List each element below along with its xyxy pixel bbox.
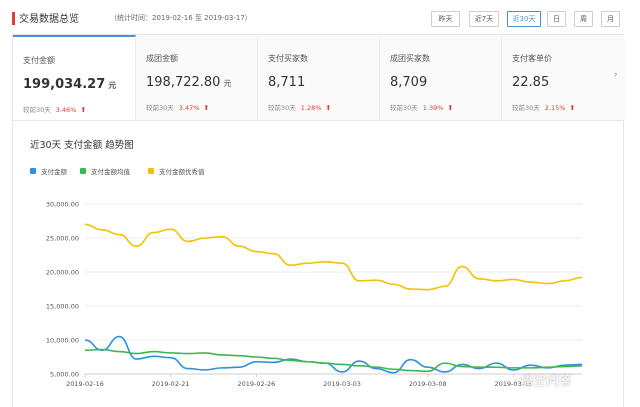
compare-percent: 2.15% <box>544 104 566 112</box>
title-accent-bar <box>12 12 15 25</box>
metric-compare: 较前30天 2.15% ⬆ <box>512 102 575 112</box>
y-tick-label: 5,000.00 <box>50 371 79 379</box>
x-tick-label: 2019-03-13 <box>495 380 533 388</box>
compare-percent: 1.28% <box>300 104 322 112</box>
series-line-0 <box>84 335 583 374</box>
arrow-up-icon: ⬆ <box>203 104 210 112</box>
series-line-1 <box>84 348 583 373</box>
arrow-up-icon: ⬆ <box>447 104 454 112</box>
metric-value: 8,711 <box>268 75 305 90</box>
metric-value-number: 8,711 <box>268 75 306 90</box>
period-button-7days[interactable]: 近7天 <box>469 11 499 27</box>
metric-unit: 元 <box>223 79 232 88</box>
period-button-day[interactable]: 日 <box>547 11 566 27</box>
metric-compare: 较前30天 3.46% ⬆ <box>23 104 86 114</box>
y-tick-label: 30,000.00 <box>46 201 79 209</box>
legend-item-average[interactable]: 支付金额均值 <box>80 166 130 176</box>
metric-card-avg-order[interactable]: 支付客单价 22.85 较前30天 2.15% ⬆ <box>502 35 625 121</box>
metric-label: 支付客单价 <box>512 54 552 63</box>
compare-label: 较前30天 <box>268 104 296 112</box>
arrow-up-icon: ⬆ <box>325 104 332 112</box>
metric-value: 199,034.27 元 <box>23 77 116 92</box>
arrow-up-icon: ⬆ <box>569 104 576 112</box>
metric-value-number: 199,034.27 <box>23 77 106 92</box>
x-tick-label: 2019-03-08 <box>409 380 447 388</box>
metric-card-paying-buyers[interactable]: 支付买家数 8,711 较前30天 1.28% ⬆ <box>258 35 380 121</box>
metric-label: 支付金额 <box>23 56 55 65</box>
period-button-week[interactable]: 周 <box>574 11 593 27</box>
page-title: 交易数据总览 <box>19 14 79 25</box>
metric-label: 成团金额 <box>146 54 178 63</box>
period-button-yesterday[interactable]: 昨天 <box>431 11 460 27</box>
legend-swatch <box>148 168 154 174</box>
metric-unit: 元 <box>108 81 117 90</box>
metric-label: 成团买家数 <box>390 54 430 63</box>
metric-card-payment-amount[interactable]: 支付金额 199,034.27 元 较前30天 3.46% ⬆ <box>13 35 136 121</box>
legend-swatch <box>30 168 36 174</box>
y-tick-label: 25,000.00 <box>46 235 79 243</box>
series-line-2 <box>84 223 583 291</box>
metric-card-group-amount[interactable]: 成团金额 198,722.80 元 较前30天 3.47% ⬆ <box>136 35 258 121</box>
metric-compare: 较前30天 1.28% ⬆ <box>268 102 331 112</box>
metric-cards: 支付金额 199,034.27 元 较前30天 3.46% ⬆ 成团金额 198,72… <box>12 34 625 121</box>
metric-compare: 较前30天 1.39% ⬆ <box>390 102 453 112</box>
x-tick-label: 2019-02-21 <box>152 380 190 388</box>
y-tick-label: 15,000.00 <box>46 303 79 311</box>
metric-value-number: 22.85 <box>512 75 550 90</box>
chart-title: 近30天 支付金额 趋势图 <box>30 140 134 151</box>
date-range-text: （统计时间：2019-02-16 至 2019-03-17） <box>110 14 252 22</box>
metric-value: 22.85 <box>512 75 549 90</box>
page-header: 交易数据总览 （统计时间：2019-02-16 至 2019-03-17） 昨天… <box>0 0 640 36</box>
legend-item-excellent[interactable]: 支付金额优秀值 <box>148 166 205 176</box>
metric-label: 支付买家数 <box>268 54 308 63</box>
metric-value: 8,709 <box>390 75 427 90</box>
x-tick-label: 2019-03-03 <box>323 380 361 388</box>
metric-value-number: 8,709 <box>390 75 428 90</box>
compare-percent: 1.39% <box>422 104 444 112</box>
legend-swatch <box>80 168 86 174</box>
legend-label: 支付金额均值 <box>91 168 130 176</box>
compare-label: 较前30天 <box>146 104 174 112</box>
chevron-right-icon[interactable]: › <box>614 70 618 80</box>
legend-label: 支付金额 <box>41 168 67 176</box>
metric-card-group-buyers[interactable]: 成团买家数 8,709 较前30天 1.39% ⬆ <box>380 35 502 121</box>
metric-value: 198,722.80 元 <box>146 75 231 90</box>
chart-panel <box>12 120 624 407</box>
compare-label: 较前30天 <box>512 104 540 112</box>
period-button-30days[interactable]: 近30天 <box>507 11 541 27</box>
period-button-month[interactable]: 月 <box>601 11 620 27</box>
legend-label: 支付金额优秀值 <box>159 168 205 176</box>
x-tick-label: 2019-02-26 <box>237 380 275 388</box>
compare-percent: 3.47% <box>178 104 200 112</box>
x-tick-label: 2019-02-16 <box>66 380 104 388</box>
compare-label: 较前30天 <box>23 106 51 114</box>
watermark: 悟空问答 <box>520 374 573 389</box>
compare-percent: 3.46% <box>55 106 77 114</box>
y-tick-label: 10,000.00 <box>46 337 79 345</box>
arrow-up-icon: ⬆ <box>80 106 87 114</box>
compare-label: 较前30天 <box>390 104 418 112</box>
y-tick-label: 20,000.00 <box>46 269 79 277</box>
metric-compare: 较前30天 3.47% ⬆ <box>146 102 209 112</box>
metric-value-number: 198,722.80 <box>146 75 221 90</box>
legend-item-payment[interactable]: 支付金额 <box>30 166 67 176</box>
